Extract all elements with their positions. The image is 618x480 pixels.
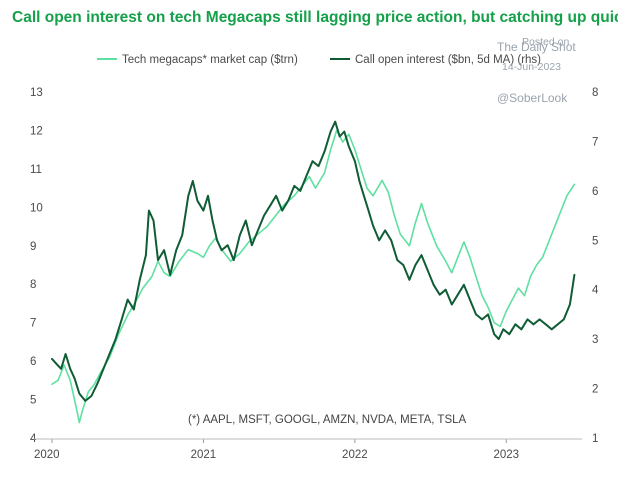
- series-lines: [51, 120, 576, 424]
- series-line-market-cap: [51, 129, 576, 424]
- y-left-tick-label: 9: [30, 241, 36, 253]
- y-left-tick-label: 5: [30, 395, 36, 407]
- watermark: Posted on The Daily Shot 14-Jun-2023 @So…: [497, 36, 576, 105]
- y-left-tick-label: 4: [30, 433, 37, 445]
- legend-label-call-oi: Call open interest ($bn, 5d MA) (rhs): [355, 54, 541, 66]
- y-right-tick-label: 2: [592, 384, 598, 396]
- series-line-call-open-interest: [51, 120, 576, 402]
- y-left-tick-label: 11: [30, 164, 42, 176]
- watermark-date: 14-Jun-2023: [502, 61, 561, 73]
- x-tick-label: 2021: [191, 449, 217, 461]
- legend-label-market-cap: Tech megacaps* market cap ($trn): [122, 54, 298, 66]
- y-left-tick-label: 7: [30, 318, 36, 330]
- y-left-tick-label: 10: [30, 202, 43, 214]
- y-right-tick-label: 8: [592, 87, 598, 99]
- chart-title: Call open interest on tech Megacaps stil…: [12, 9, 618, 26]
- y-right-tick-label: 3: [592, 334, 598, 346]
- x-tick-label: 2022: [342, 449, 368, 461]
- legend: Tech megacaps* market cap ($trn) Call op…: [97, 54, 541, 66]
- watermark-posted: Posted on: [522, 36, 569, 48]
- x-tick-label: 2020: [34, 449, 60, 461]
- watermark-brand: The Daily Shot: [497, 40, 576, 54]
- y-left-tick-label: 8: [30, 279, 36, 291]
- y-right-tick-label: 5: [592, 235, 598, 247]
- y-right-tick-label: 6: [592, 186, 598, 198]
- y-left-tick-label: 13: [30, 87, 43, 99]
- watermark-handle: @SoberLook: [497, 91, 568, 105]
- y-right-tick-label: 4: [592, 285, 599, 297]
- x-tick-label: 2023: [493, 449, 519, 461]
- y-right-tick-label: 1: [592, 433, 598, 445]
- y-left-tick-label: 12: [30, 125, 43, 137]
- chart-footnote: (*) AAPL, MSFT, GOOGL, AMZN, NVDA, META,…: [188, 414, 467, 426]
- y-right-tick-label: 7: [592, 136, 598, 148]
- y-left-tick-label: 6: [30, 356, 36, 368]
